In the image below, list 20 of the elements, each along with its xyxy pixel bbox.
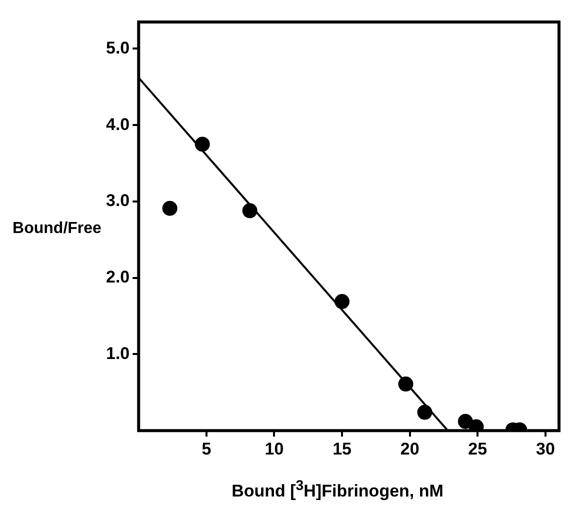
point: [242, 203, 258, 218]
point: [458, 414, 473, 429]
y-axis-title: Bound/Free: [12, 220, 102, 238]
y-tick-label: 2.0: [106, 268, 130, 287]
x-tick-label: 30: [536, 439, 555, 458]
x-tick-label: 10: [264, 439, 284, 458]
point: [417, 404, 432, 420]
x-axis-title: Bound [$^{3}$H]Fibrinogen, nM: [230, 478, 444, 502]
x-tick-label: 5: [202, 439, 212, 458]
x-tick-label: 15: [332, 439, 352, 458]
point: [162, 200, 178, 216]
y-tick-label: 3.0: [106, 191, 130, 210]
point: [194, 136, 210, 152]
point: [398, 376, 414, 392]
y-tick-label: 1.0: [106, 344, 130, 363]
point: [334, 294, 350, 310]
y-tick-label: 5.0: [106, 38, 130, 58]
y-tick-label: 4.0: [106, 114, 130, 134]
x-tick-label: 20: [400, 439, 420, 458]
x-tick-label: 25: [468, 439, 488, 458]
